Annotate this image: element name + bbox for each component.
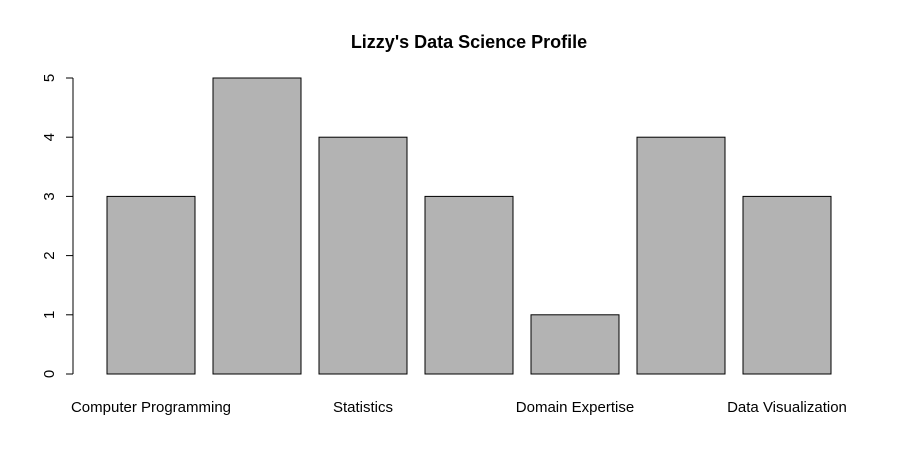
x-category-label: Data Visualization [727, 399, 847, 416]
bar [636, 136, 726, 375]
y-tick-label: 4 [41, 133, 58, 141]
x-axis-labels: Computer Programming Statistics Domain Exp… [71, 399, 847, 416]
bar [106, 195, 196, 375]
bar [212, 77, 302, 375]
y-tick-label: 5 [41, 74, 58, 82]
bar [530, 314, 620, 375]
y-tick-label: 2 [41, 251, 58, 259]
y-tick-label: 0 [41, 370, 58, 378]
x-category-label: Computer Programming [71, 399, 231, 416]
y-axis: 0 1 2 3 4 5 [41, 74, 74, 378]
y-tick-label: 3 [41, 192, 58, 200]
bar [424, 195, 514, 375]
bar [318, 136, 408, 375]
bars-group [106, 77, 832, 375]
x-category-label: Statistics [333, 399, 393, 416]
bar [742, 195, 832, 375]
chart-title: Lizzy's Data Science Profile [351, 32, 587, 52]
x-category-label: Domain Expertise [516, 399, 634, 416]
y-tick-label: 1 [41, 311, 58, 319]
